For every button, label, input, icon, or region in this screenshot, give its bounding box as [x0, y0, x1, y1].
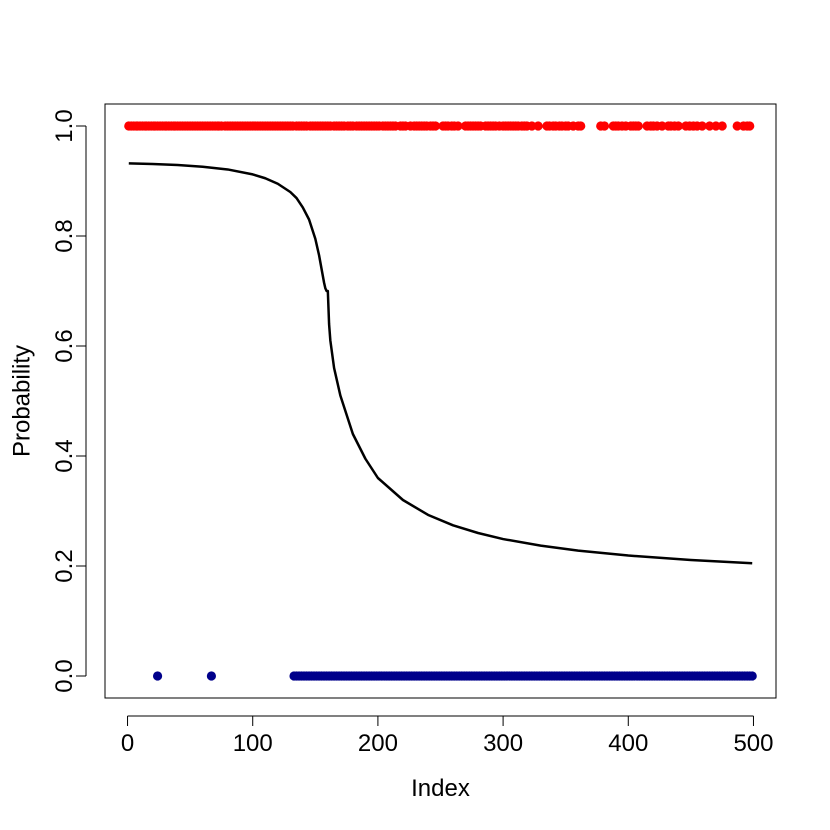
positive-point — [533, 121, 543, 131]
positive-point — [430, 121, 441, 131]
y-tick-label: 0.4 — [51, 439, 78, 472]
negative-point — [747, 671, 757, 681]
y-axis-ticks: 0.0 0.2 0.4 0.6 0.8 1.0 — [51, 109, 87, 693]
negative-point — [206, 671, 217, 681]
probability-curve-line — [128, 162, 753, 565]
y-axis-title: Probability — [9, 345, 36, 457]
x-tick-label: 400 — [608, 730, 648, 757]
y-tick-label: 0.2 — [51, 549, 78, 582]
positive-points — [124, 121, 755, 131]
x-tick-label: 500 — [733, 730, 773, 757]
positive-point — [673, 121, 683, 131]
y-tick-label: 0.0 — [51, 659, 78, 692]
positive-point — [453, 121, 463, 131]
x-axis-ticks: 0 100 200 300 400 500 — [121, 715, 773, 757]
positive-point — [745, 121, 755, 131]
y-tick-label: 0.6 — [51, 329, 78, 362]
x-axis-title: Index — [411, 775, 470, 802]
probability-curve — [128, 162, 753, 565]
y-tick-label: 0.8 — [51, 219, 78, 252]
y-tick-label: 1.0 — [51, 109, 78, 142]
x-tick-label: 0 — [121, 730, 134, 757]
negative-points — [152, 671, 757, 681]
plot-frame — [104, 103, 777, 699]
negative-point — [152, 671, 163, 681]
x-tick-label: 100 — [233, 730, 273, 757]
positive-point — [697, 121, 707, 131]
x-tick-label: 200 — [358, 730, 398, 757]
positive-point — [576, 121, 586, 131]
positive-point — [717, 121, 727, 131]
positive-point — [633, 121, 643, 131]
positive-point — [599, 121, 610, 131]
x-tick-label: 300 — [483, 730, 523, 757]
